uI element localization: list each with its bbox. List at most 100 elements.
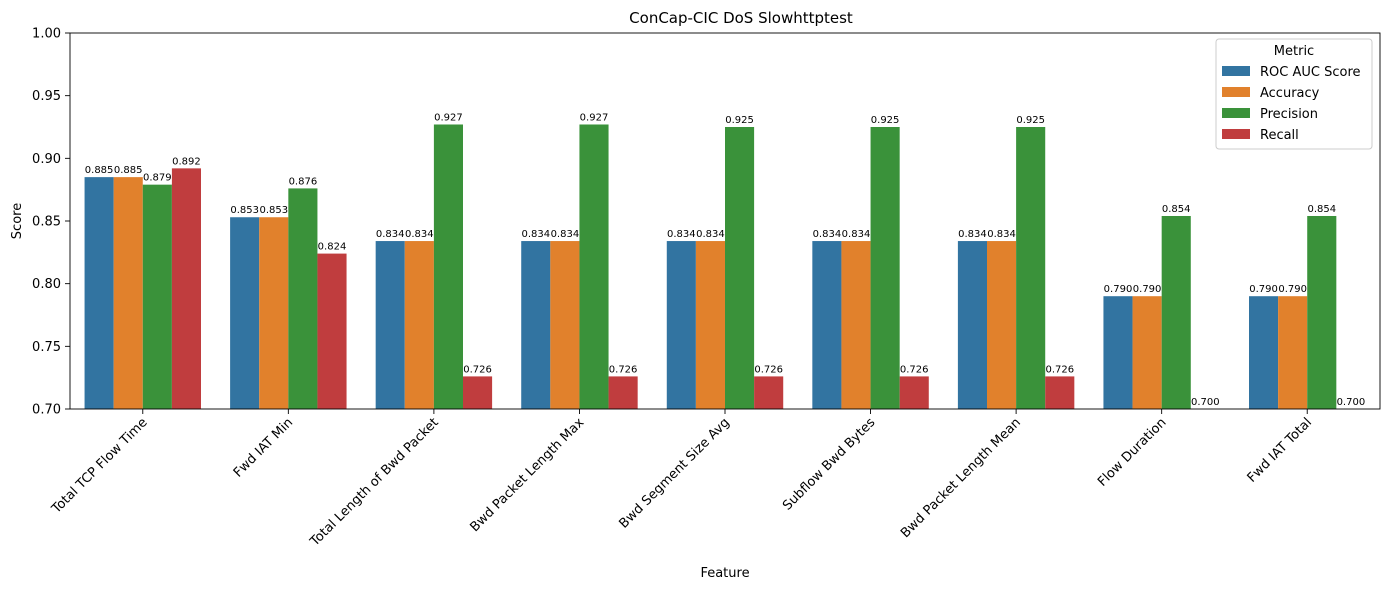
legend-label: Precision — [1260, 107, 1318, 122]
x-axis-title: Feature — [700, 566, 749, 581]
bar — [1016, 127, 1046, 409]
bar — [870, 127, 900, 409]
data-label: 0.834 — [521, 229, 550, 240]
data-label: 0.925 — [725, 115, 754, 126]
bar — [230, 217, 260, 409]
data-label: 0.700 — [1337, 397, 1366, 408]
data-label: 0.834 — [667, 229, 696, 240]
bar — [1249, 296, 1279, 409]
bar — [463, 376, 493, 409]
bar — [1103, 296, 1133, 409]
data-label: 0.854 — [1162, 204, 1191, 215]
x-tick-label: Fwd IAT Total — [1245, 415, 1315, 485]
bar — [666, 241, 696, 409]
data-label: 0.834 — [842, 229, 871, 240]
x-tick-label: Bwd Packet Length Mean — [898, 415, 1024, 541]
bar — [550, 241, 580, 409]
data-label: 0.925 — [1016, 115, 1045, 126]
bar — [841, 241, 871, 409]
data-label: 0.824 — [318, 242, 347, 253]
x-tick-label: Subflow Bwd Bytes — [780, 415, 878, 513]
x-tick-label: Flow Duration — [1095, 415, 1169, 489]
bar — [288, 188, 318, 409]
data-label: 0.726 — [609, 364, 638, 375]
legend-label: Recall — [1260, 128, 1299, 143]
bar — [754, 376, 784, 409]
y-axis-title: Score — [10, 203, 25, 239]
x-tick-label: Bwd Packet Length Max — [467, 415, 587, 535]
x-tick-label: Total TCP Flow Time — [49, 415, 151, 517]
bar — [375, 241, 405, 409]
data-label: 0.853 — [230, 205, 259, 216]
bar — [1161, 215, 1191, 409]
bar — [433, 124, 463, 410]
data-label: 0.834 — [551, 229, 580, 240]
legend-swatch — [1222, 87, 1250, 97]
bar — [113, 177, 143, 409]
data-label: 0.726 — [1045, 364, 1074, 375]
bar — [579, 124, 609, 410]
x-tick-label: Fwd IAT Min — [231, 415, 296, 480]
chart-title: ConCap-CIC DoS Slowhttptest — [629, 9, 853, 27]
data-label: 0.834 — [376, 229, 405, 240]
bar — [1045, 376, 1075, 409]
data-label: 0.726 — [900, 364, 929, 375]
bar — [171, 168, 201, 409]
y-tick-label: 1.00 — [32, 27, 61, 42]
bar — [987, 241, 1017, 409]
bar — [1307, 215, 1337, 409]
data-label: 0.726 — [463, 364, 492, 375]
y-tick-label: 0.85 — [32, 215, 61, 230]
data-label: 0.834 — [696, 229, 725, 240]
bar — [812, 241, 842, 409]
legend: Metric ROC AUC Score Accuracy Precision Reca… — [1215, 38, 1373, 150]
data-label: 0.834 — [958, 229, 987, 240]
y-tick-label: 0.75 — [32, 340, 61, 355]
legend-swatch — [1222, 108, 1250, 118]
legend-swatch — [1222, 129, 1250, 139]
bar — [84, 177, 114, 409]
data-label: 0.726 — [754, 364, 783, 375]
bar — [404, 241, 434, 409]
x-tick-label: Bwd Segment Size Avg — [617, 415, 733, 531]
data-label: 0.927 — [434, 112, 463, 123]
data-label: 0.854 — [1307, 204, 1336, 215]
data-label: 0.790 — [1104, 284, 1133, 295]
bar — [1132, 296, 1162, 409]
data-label: 0.925 — [871, 115, 900, 126]
bar — [259, 217, 289, 409]
data-label: 0.834 — [405, 229, 434, 240]
bar — [899, 376, 929, 409]
data-label: 0.790 — [1278, 284, 1307, 295]
data-label: 0.834 — [987, 229, 1016, 240]
y-tick-label: 0.70 — [32, 403, 61, 418]
bar — [317, 253, 347, 409]
data-label: 0.790 — [1249, 284, 1278, 295]
bar — [725, 127, 755, 409]
data-label: 0.853 — [259, 205, 288, 216]
legend-box — [1215, 38, 1373, 150]
data-label: 0.876 — [289, 176, 318, 187]
bar — [957, 241, 987, 409]
legend-label: Accuracy — [1260, 86, 1320, 101]
data-label: 0.892 — [172, 156, 201, 167]
y-tick-label: 0.95 — [32, 89, 61, 104]
y-tick-label: 0.90 — [32, 152, 61, 167]
data-label: 0.927 — [580, 112, 609, 123]
bar — [521, 241, 551, 409]
data-label: 0.885 — [114, 165, 143, 176]
data-label: 0.885 — [85, 165, 114, 176]
legend-label: ROC AUC Score — [1260, 65, 1361, 80]
data-label: 0.834 — [813, 229, 842, 240]
data-label: 0.700 — [1191, 397, 1220, 408]
data-label: 0.790 — [1133, 284, 1162, 295]
bar — [608, 376, 638, 409]
bar — [142, 184, 172, 409]
legend-title: Metric — [1274, 44, 1314, 59]
data-label: 0.879 — [143, 173, 172, 184]
legend-swatch — [1222, 66, 1250, 76]
x-tick-label: Total Length of Bwd Packet — [307, 415, 442, 550]
bar — [695, 241, 725, 409]
